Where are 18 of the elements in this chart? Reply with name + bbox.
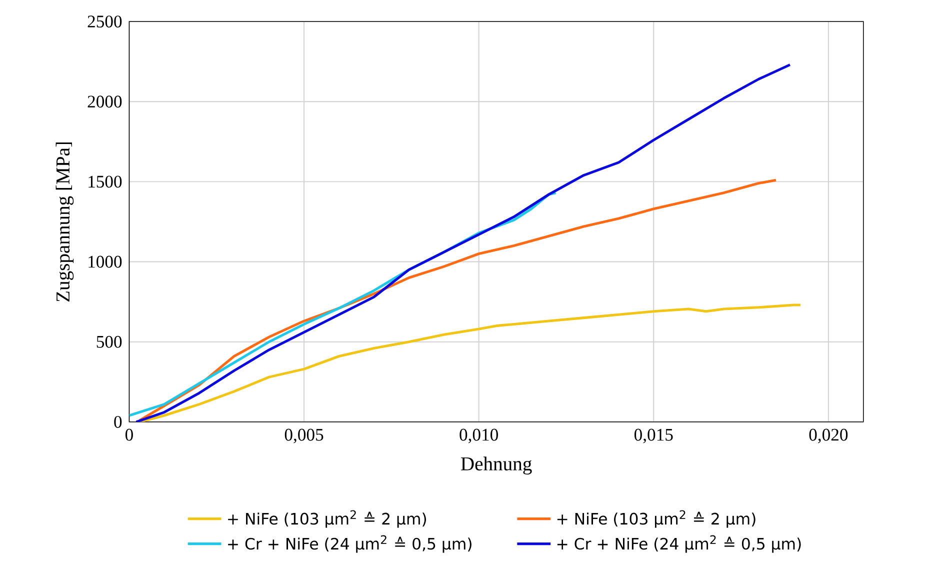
- legend-label: + NiFe (103 µm$^{2}$ ≙ 2 µm): [557, 510, 756, 528]
- y-tick-label: 0: [114, 416, 122, 428]
- legend-label: + NiFe (103 µm$^{2}$ ≙ 2 µm): [228, 510, 426, 528]
- legend-label: + Cr + NiFe (24 µm$^{2}$ ≙ 0,5 µm): [557, 535, 801, 553]
- x-tick-label: 0,015: [634, 428, 673, 444]
- y-tick-label: 2000: [88, 96, 122, 108]
- y-axis-title: Zugspannung [MPa]: [56, 142, 74, 302]
- x-axis-title: Dehnung: [460, 456, 532, 475]
- x-tick-label: 0,010: [460, 428, 498, 444]
- y-tick-label: 1000: [88, 256, 122, 268]
- x-tick-label: 0: [125, 428, 133, 441]
- y-tick-label: 1500: [88, 176, 122, 188]
- x-tick-label: 0,020: [809, 428, 848, 444]
- line-series: [138, 178, 778, 422]
- legend-label: + Cr + NiFe (24 µm$^{2}$ ≙ 0,5 µm): [228, 535, 472, 553]
- y-tick-label: 2500: [88, 16, 122, 28]
- y-tick-label: 500: [96, 336, 122, 348]
- x-tick-label: 0,005: [284, 428, 324, 444]
